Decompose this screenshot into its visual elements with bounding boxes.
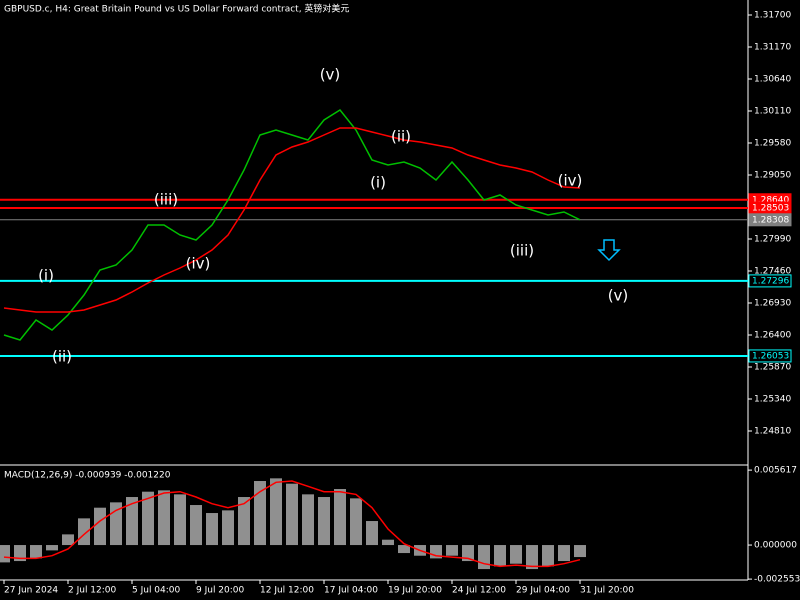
macd-bar — [494, 545, 506, 567]
y-tick-label: 1.24810 — [754, 427, 791, 437]
macd-bar — [526, 545, 538, 570]
macd-bar — [62, 534, 74, 546]
y-tick-label: 1.30110 — [754, 107, 791, 117]
macd-bar — [270, 478, 282, 546]
macd-bar — [286, 483, 298, 546]
level-label: 1.28640 — [752, 195, 789, 205]
macd-bar — [382, 539, 394, 546]
macd-bar — [462, 545, 474, 562]
level-label-box — [748, 274, 792, 288]
macd-bar — [446, 545, 458, 556]
wave-label: (i) — [370, 174, 386, 192]
macd-bar — [190, 505, 202, 546]
y-tick-label: 1.31170 — [754, 42, 791, 52]
macd-bar — [94, 507, 106, 546]
x-tick-label: 27 Jun 2024 — [4, 586, 58, 596]
level-label: 1.27296 — [752, 276, 789, 286]
y-tick-label: 1.29050 — [754, 171, 791, 181]
x-tick-label: 19 Jul 20:00 — [388, 586, 442, 596]
macd-bar — [30, 545, 42, 559]
x-tick-label: 12 Jul 12:00 — [260, 586, 314, 596]
wave-label: (iv) — [558, 172, 583, 190]
y-tick-label: 1.26930 — [754, 299, 791, 309]
macd-title: MACD(12,26,9) -0.000939 -0.001220 — [4, 471, 171, 481]
series-line — [3, 109, 581, 341]
x-tick-label: 9 Jul 20:00 — [196, 586, 245, 596]
macd-bar — [238, 497, 250, 546]
macd-bar — [222, 510, 234, 546]
wave-label: (iii) — [510, 242, 534, 260]
macd-bar — [542, 545, 554, 567]
macd-bar — [78, 518, 90, 546]
macd-bar — [14, 545, 26, 562]
x-tick-label: 17 Jul 04:00 — [324, 586, 378, 596]
wave-label: (ii) — [391, 128, 411, 146]
macd-bar — [142, 491, 154, 546]
macd-bar — [254, 481, 266, 546]
y-tick-label: 1.25870 — [754, 363, 791, 373]
macd-bar — [302, 494, 314, 546]
macd-bar — [126, 497, 138, 546]
x-tick-label: 31 Jul 20:00 — [580, 586, 634, 596]
macd-bar — [46, 545, 58, 551]
macd-bar — [366, 521, 378, 546]
x-tick-label: 5 Jul 04:00 — [132, 586, 181, 596]
level-label-box — [748, 349, 792, 363]
y-tick-label: -0.002553 — [754, 575, 800, 585]
y-tick-label: 1.31700 — [754, 10, 791, 20]
level-label-box — [748, 213, 792, 227]
macd-bar — [574, 545, 586, 558]
y-tick-label: 1.26400 — [754, 331, 791, 341]
y-tick-label: 1.27990 — [754, 235, 791, 245]
level-label: 1.28503 — [752, 204, 789, 214]
macd-bar — [0, 545, 10, 563]
series-line — [3, 480, 581, 568]
level-label: 1.26053 — [752, 351, 789, 361]
wave-label: (ii) — [52, 348, 72, 366]
x-tick-label: 29 Jul 04:00 — [516, 586, 570, 596]
y-tick-label: 0.000000 — [754, 541, 797, 551]
x-tick-label: 2 Jul 12:00 — [68, 586, 117, 596]
wave-label: (iv) — [186, 255, 211, 273]
macd-bar — [206, 513, 218, 546]
level-label: 1.28308 — [752, 215, 789, 225]
macd-bar — [398, 545, 410, 554]
wave-label: (v) — [320, 66, 341, 84]
macd-bar — [558, 545, 570, 562]
y-tick-label: 1.25340 — [754, 395, 791, 405]
macd-bar — [350, 498, 362, 546]
macd-bar — [318, 497, 330, 546]
y-tick-label: 1.29580 — [754, 139, 791, 149]
y-tick-label: 1.27460 — [754, 267, 791, 277]
wave-label: (iii) — [154, 191, 178, 209]
macd-bar — [174, 494, 186, 546]
chart-title: GBPUSD.c, H4: Great Britain Pound vs US … — [4, 3, 349, 15]
macd-bar — [478, 545, 490, 570]
macd-bar — [158, 490, 170, 546]
x-tick-label: 24 Jul 12:00 — [452, 586, 506, 596]
macd-bar — [510, 545, 522, 564]
down-arrow — [597, 239, 621, 262]
y-tick-label: 1.30640 — [754, 74, 791, 84]
series-line — [3, 127, 581, 313]
y-tick-label: 0.005617 — [754, 466, 797, 476]
wave-label: (v) — [608, 287, 629, 305]
macd-bar — [334, 489, 346, 546]
wave-label: (i) — [38, 267, 54, 285]
